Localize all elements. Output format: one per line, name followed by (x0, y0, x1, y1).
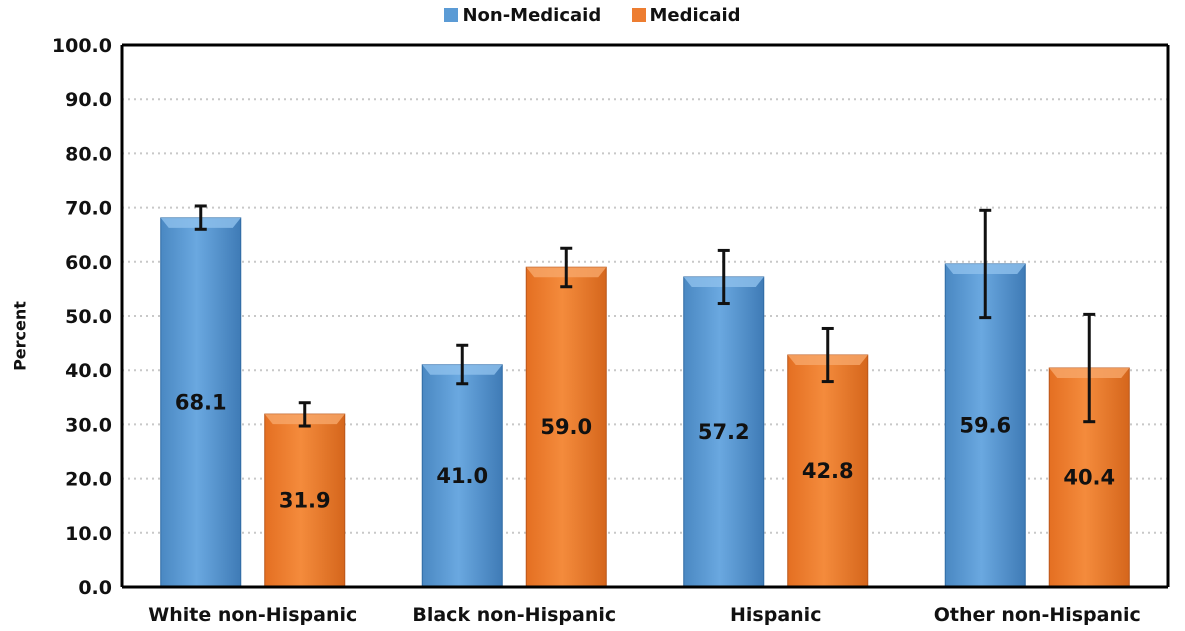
data-label: 41.0 (436, 464, 488, 488)
y-tick-label: 30.0 (65, 414, 112, 436)
bar-non-medicaid (683, 276, 765, 588)
data-label: 68.1 (175, 390, 227, 414)
y-tick-label: 40.0 (65, 360, 112, 382)
chart-legend: Non-Medicaid Medicaid (0, 5, 1185, 26)
y-tick-label: 10.0 (65, 523, 112, 545)
data-labels: 68.1 31.9 41.0 59.0 57.2 42.8 59.6 40.4 (175, 390, 1115, 512)
data-label: 59.0 (540, 415, 592, 439)
y-tick-label: 90.0 (65, 89, 112, 111)
y-tick-label: 70.0 (65, 198, 112, 220)
bar-non-medicaid (160, 217, 242, 588)
legend-label-non-medicaid: Non-Medicaid (462, 5, 602, 26)
legend-swatch-non-medicaid (444, 8, 459, 22)
legend-item-medicaid: Medicaid (631, 5, 741, 26)
bar-medicaid (264, 413, 346, 588)
x-tick-label: Hispanic (730, 604, 821, 626)
x-tick-label: Other non-Hispanic (934, 604, 1141, 626)
bars (160, 217, 1130, 588)
bar-non-medicaid (421, 364, 503, 588)
y-tick-label: 20.0 (65, 469, 112, 491)
y-tick-label: 60.0 (65, 252, 112, 274)
y-tick-label: 50.0 (65, 306, 112, 328)
axes: 0.0 10.0 20.0 30.0 40.0 50.0 60.0 70.0 80.0 90.0 1… (52, 35, 1170, 626)
data-label: 31.9 (279, 489, 331, 513)
data-label: 59.6 (959, 413, 1011, 437)
data-label: 40.4 (1063, 466, 1115, 490)
legend-swatch-medicaid (631, 8, 646, 22)
x-tick-label: Black non-Hispanic (412, 604, 616, 626)
bar-medicaid (787, 354, 869, 588)
legend-label-medicaid: Medicaid (649, 5, 741, 26)
y-tick-label: 100.0 (52, 35, 112, 57)
error-bars (194, 204, 1096, 428)
y-tick-label: 0.0 (78, 577, 112, 599)
x-tick-label: White non-Hispanic (148, 604, 357, 626)
data-label: 42.8 (802, 459, 854, 483)
data-label: 57.2 (698, 420, 750, 444)
y-tick-label: 80.0 (65, 143, 112, 165)
legend-item-non-medicaid: Non-Medicaid (444, 5, 601, 26)
